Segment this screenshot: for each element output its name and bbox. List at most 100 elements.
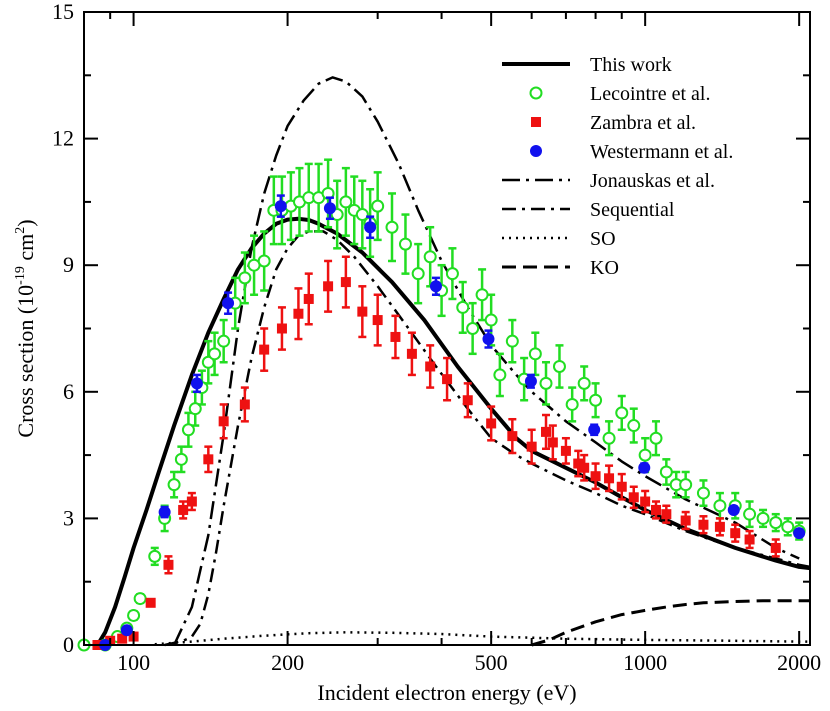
data-point-zambra-et-al	[323, 281, 334, 292]
data-point-zambra-et-al	[526, 441, 537, 452]
data-point-zambra-et-al	[616, 481, 627, 492]
data-point-lecointre-et-al	[385, 220, 399, 234]
data-point-lecointre-et-al	[127, 608, 141, 622]
data-point-westermann-et-al	[323, 202, 336, 215]
data-point-zambra-et-al	[770, 542, 781, 553]
data-point-zambra-et-al	[186, 496, 197, 507]
data-point-lecointre-et-al	[484, 313, 498, 327]
data-point-westermann-et-al	[120, 624, 133, 637]
data-point-lecointre-et-al	[539, 376, 553, 390]
data-point-zambra-et-al	[442, 374, 453, 385]
series-line-so	[154, 631, 810, 646]
y-axis-title-suffix: )	[13, 219, 38, 226]
data-point-westermann-et-al	[429, 280, 442, 293]
data-point-lecointre-et-al	[167, 478, 181, 492]
y-axis-title-prefix: Cross section (10	[13, 285, 38, 438]
legend-label-sequential: Sequential	[590, 199, 675, 221]
y-tick-label: 6	[63, 379, 74, 404]
data-point-lecointre-et-al	[505, 334, 519, 348]
data-point-zambra-et-al	[163, 559, 174, 570]
data-point-zambra-et-al	[259, 344, 270, 355]
series-line-ko	[531, 599, 810, 647]
data-point-zambra-et-al	[604, 473, 615, 484]
data-point-zambra-et-al	[650, 504, 661, 515]
data-point-westermann-et-al	[524, 375, 537, 388]
axis-ticks	[84, 11, 810, 646]
legend-label-westermann-et-al: Westermann et al.	[590, 141, 733, 163]
y-tick-label: 15	[52, 0, 74, 24]
data-point-lecointre-et-al	[133, 592, 147, 606]
legend-label-this-work: This work	[590, 54, 672, 76]
y-tick-label: 0	[63, 632, 74, 657]
data-point-lecointre-et-al	[713, 499, 727, 513]
data-point-zambra-et-al	[744, 534, 755, 545]
data-point-lecointre-et-al	[174, 452, 188, 466]
data-point-zambra-et-al	[628, 492, 639, 503]
data-point-lecointre-et-al	[445, 267, 459, 281]
x-tick-label: 2000	[777, 650, 821, 675]
legend-marker-zambra-et-al	[531, 117, 541, 127]
data-point-westermann-et-al	[222, 297, 235, 310]
data-point-zambra-et-al	[573, 458, 584, 469]
data-point-zambra-et-al	[239, 399, 250, 410]
data-point-zambra-et-al	[178, 504, 189, 515]
legend-label-zambra-et-al: Zambra et al.	[590, 112, 696, 134]
series-line-jonauskas-et-al	[172, 76, 800, 646]
y-axis-title-exp1: -19	[13, 266, 28, 285]
plot-frame	[83, 11, 811, 646]
data-point-lecointre-et-al	[257, 254, 271, 268]
data-point-lecointre-et-al	[493, 368, 507, 382]
data-point-zambra-et-al	[560, 445, 571, 456]
x-tick-label: 500	[475, 650, 508, 675]
data-point-zambra-et-al	[303, 293, 314, 304]
data-point-zambra-et-al	[507, 431, 518, 442]
data-point-lecointre-et-al	[321, 186, 335, 200]
data-point-lecointre-et-al	[238, 271, 252, 285]
data-point-lecointre-et-al	[208, 347, 222, 361]
data-point-lecointre-et-al	[181, 423, 195, 437]
data-point-lecointre-et-al	[456, 300, 470, 314]
data-point-zambra-et-al	[357, 306, 368, 317]
data-point-lecointre-et-al	[188, 402, 202, 416]
data-point-westermann-et-al	[364, 221, 377, 234]
data-point-westermann-et-al	[158, 506, 171, 519]
data-point-zambra-et-al	[293, 308, 304, 319]
series-line-sequential	[164, 230, 811, 647]
data-point-westermann-et-al	[190, 377, 203, 390]
data-point-zambra-et-al	[390, 331, 401, 342]
data-point-zambra-et-al	[714, 521, 725, 532]
y-tick-label: 9	[63, 252, 74, 277]
data-point-westermann-et-al	[793, 527, 806, 540]
data-point-lecointre-et-al	[411, 267, 425, 281]
data-point-zambra-et-al	[698, 519, 709, 530]
data-point-lecointre-et-al	[615, 406, 629, 420]
data-point-lecointre-et-al	[475, 288, 489, 302]
data-point-lecointre-et-al	[627, 419, 641, 433]
data-point-lecointre-et-al	[552, 359, 566, 373]
data-point-zambra-et-al	[117, 633, 128, 644]
data-point-lecointre-et-al	[398, 237, 412, 251]
data-point-lecointre-et-al	[649, 431, 663, 445]
data-point-lecointre-et-al	[756, 511, 770, 525]
series-line-this-work	[95, 216, 811, 647]
data-point-lecointre-et-al	[466, 322, 480, 335]
data-point-zambra-et-al	[406, 348, 417, 359]
data-point-zambra-et-al	[541, 426, 552, 437]
data-point-westermann-et-al	[482, 333, 495, 346]
data-point-zambra-et-al	[203, 454, 214, 465]
data-point-zambra-et-al	[730, 528, 741, 539]
legend-marker-lecointre-et-al	[529, 86, 543, 100]
y-axis-title: Cross section (10-19 cm2)	[13, 219, 38, 437]
legend-label-ko: KO	[590, 257, 619, 279]
data-point-zambra-et-al	[640, 496, 651, 507]
data-point-zambra-et-al	[590, 471, 601, 482]
data-point-zambra-et-al	[425, 361, 436, 372]
data-point-lecointre-et-al	[769, 516, 783, 530]
data-point-zambra-et-al	[680, 515, 691, 526]
x-tick-label: 1000	[623, 650, 667, 675]
data-point-lecointre-et-al	[355, 208, 369, 222]
plot-points	[77, 158, 806, 652]
data-point-lecointre-et-al	[696, 486, 710, 500]
legend-label-lecointre-et-al: Lecointre et al.	[590, 83, 711, 105]
